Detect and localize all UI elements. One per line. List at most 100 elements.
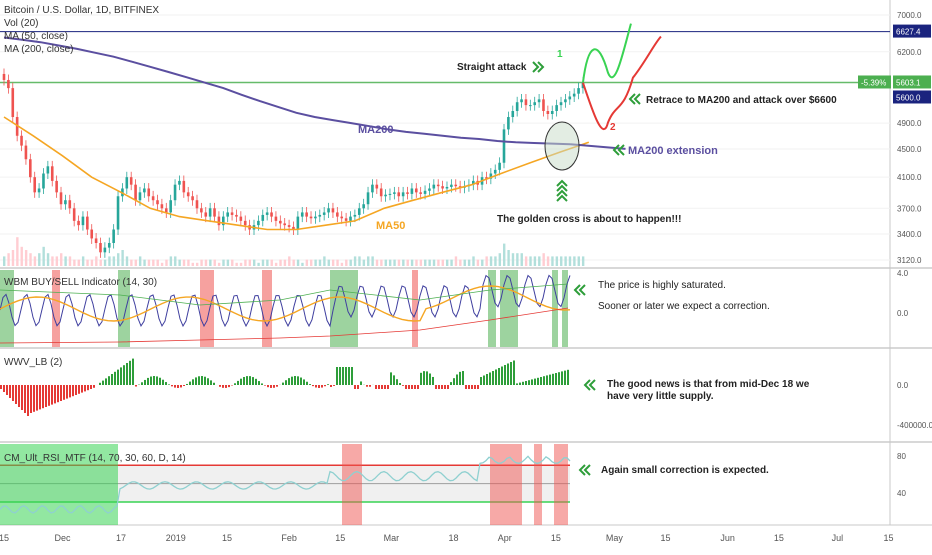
rsi-signal-zone <box>554 444 568 525</box>
wwv-bar <box>555 373 557 385</box>
volume-bar <box>25 250 27 266</box>
wwv-bar <box>162 380 164 385</box>
volume-bar <box>411 260 413 266</box>
volume-bar <box>262 260 264 266</box>
price-tick-label: 4900.0 <box>897 119 922 128</box>
wwv-bar <box>444 385 446 389</box>
wwv-bar <box>489 373 491 386</box>
volume-bar <box>363 260 365 266</box>
wwv-bar <box>492 371 494 385</box>
wwv-bar <box>246 376 248 385</box>
volume-bar <box>481 260 483 266</box>
wwv-bar <box>324 385 326 386</box>
wwv-bar <box>402 385 404 386</box>
candle-body <box>240 217 243 221</box>
wwv-bar <box>234 383 236 385</box>
wwv-bar <box>465 385 467 389</box>
candle-body <box>520 99 523 102</box>
volume-bar <box>371 256 373 266</box>
volume-bar <box>104 260 106 266</box>
candle-body <box>29 159 32 177</box>
volume-bar <box>349 260 351 266</box>
candle-body <box>143 188 146 192</box>
candle-body <box>415 188 418 192</box>
wwv-bar <box>78 385 80 394</box>
ma50-line <box>4 117 589 230</box>
candle-body <box>454 185 457 187</box>
wwv-bar <box>21 385 23 410</box>
wwv-bar <box>537 378 539 385</box>
wwv-bar <box>99 383 101 385</box>
time-tick-label: 15 <box>0 533 9 543</box>
legend-wwv: WWV_LB (2) <box>4 356 62 369</box>
volume-bar <box>358 256 360 266</box>
candle-body <box>380 188 383 196</box>
wwv-bar <box>378 385 380 389</box>
volume-bar <box>117 253 119 266</box>
volume-bar <box>450 260 452 266</box>
candle-body <box>555 105 558 111</box>
wwv-bar <box>447 385 449 389</box>
wwv-bar <box>408 385 410 389</box>
volume-bar <box>512 253 514 266</box>
wwv-bar <box>198 376 200 385</box>
volume-bar <box>415 260 417 266</box>
volume-bar <box>78 260 80 266</box>
candle-body <box>178 181 181 185</box>
wwv-bar <box>498 368 500 385</box>
candle-body <box>542 99 545 111</box>
volume-bar <box>292 260 294 266</box>
volume-bar <box>121 250 123 266</box>
candle-body <box>226 212 229 216</box>
time-tick-label: 15 <box>884 533 894 543</box>
volume-bar <box>389 260 391 266</box>
candle-body <box>47 166 50 173</box>
volume-bar <box>12 250 14 266</box>
volume-bar <box>244 260 246 266</box>
candle-body <box>64 200 67 204</box>
volume-bar <box>477 260 479 266</box>
time-tick-label: Mar <box>384 533 400 543</box>
price-tick-label: 3400.0 <box>897 230 922 239</box>
volume-bar <box>222 260 224 266</box>
candle-body <box>424 191 427 194</box>
volume-bar <box>332 260 334 266</box>
wwv-bar <box>264 385 266 386</box>
candle-body <box>511 111 514 117</box>
wwv-bar <box>357 385 359 389</box>
candle-body <box>323 212 326 215</box>
volume-bar <box>135 260 137 266</box>
correction-label: Again small correction is expected. <box>601 465 769 476</box>
volume-bar <box>464 260 466 266</box>
scenario-2-label: 2 <box>610 122 616 133</box>
volume-bar <box>192 263 194 266</box>
golden-cross-marker <box>545 122 579 170</box>
wwv-bar <box>171 385 173 386</box>
candle-body <box>446 187 449 189</box>
volume-bar <box>385 260 387 266</box>
volume-bar <box>494 256 496 266</box>
candle-body <box>174 185 177 201</box>
wwv-bar <box>141 382 143 385</box>
volume-bar <box>183 260 185 266</box>
volume-bar <box>196 263 198 266</box>
wwv-bar <box>546 375 548 385</box>
volume-bar <box>323 256 325 266</box>
candle-body <box>117 196 120 229</box>
wwv-bar <box>507 364 509 386</box>
volume-bar <box>538 256 540 266</box>
wwv-bar <box>393 375 395 385</box>
wwv-bar <box>534 379 536 385</box>
wwv-bar <box>183 385 185 386</box>
candle-body <box>68 200 71 208</box>
volume-bar <box>178 260 180 266</box>
candle-body <box>42 174 45 189</box>
wwv-bar <box>540 377 542 385</box>
candle-body <box>560 102 563 105</box>
candle-body <box>297 217 300 230</box>
volume-bar <box>148 260 150 266</box>
candle-body <box>266 212 269 215</box>
wwv-bar <box>9 385 11 398</box>
price-badge-label: 6627.4 <box>896 28 921 37</box>
wwv-bar <box>480 377 482 385</box>
